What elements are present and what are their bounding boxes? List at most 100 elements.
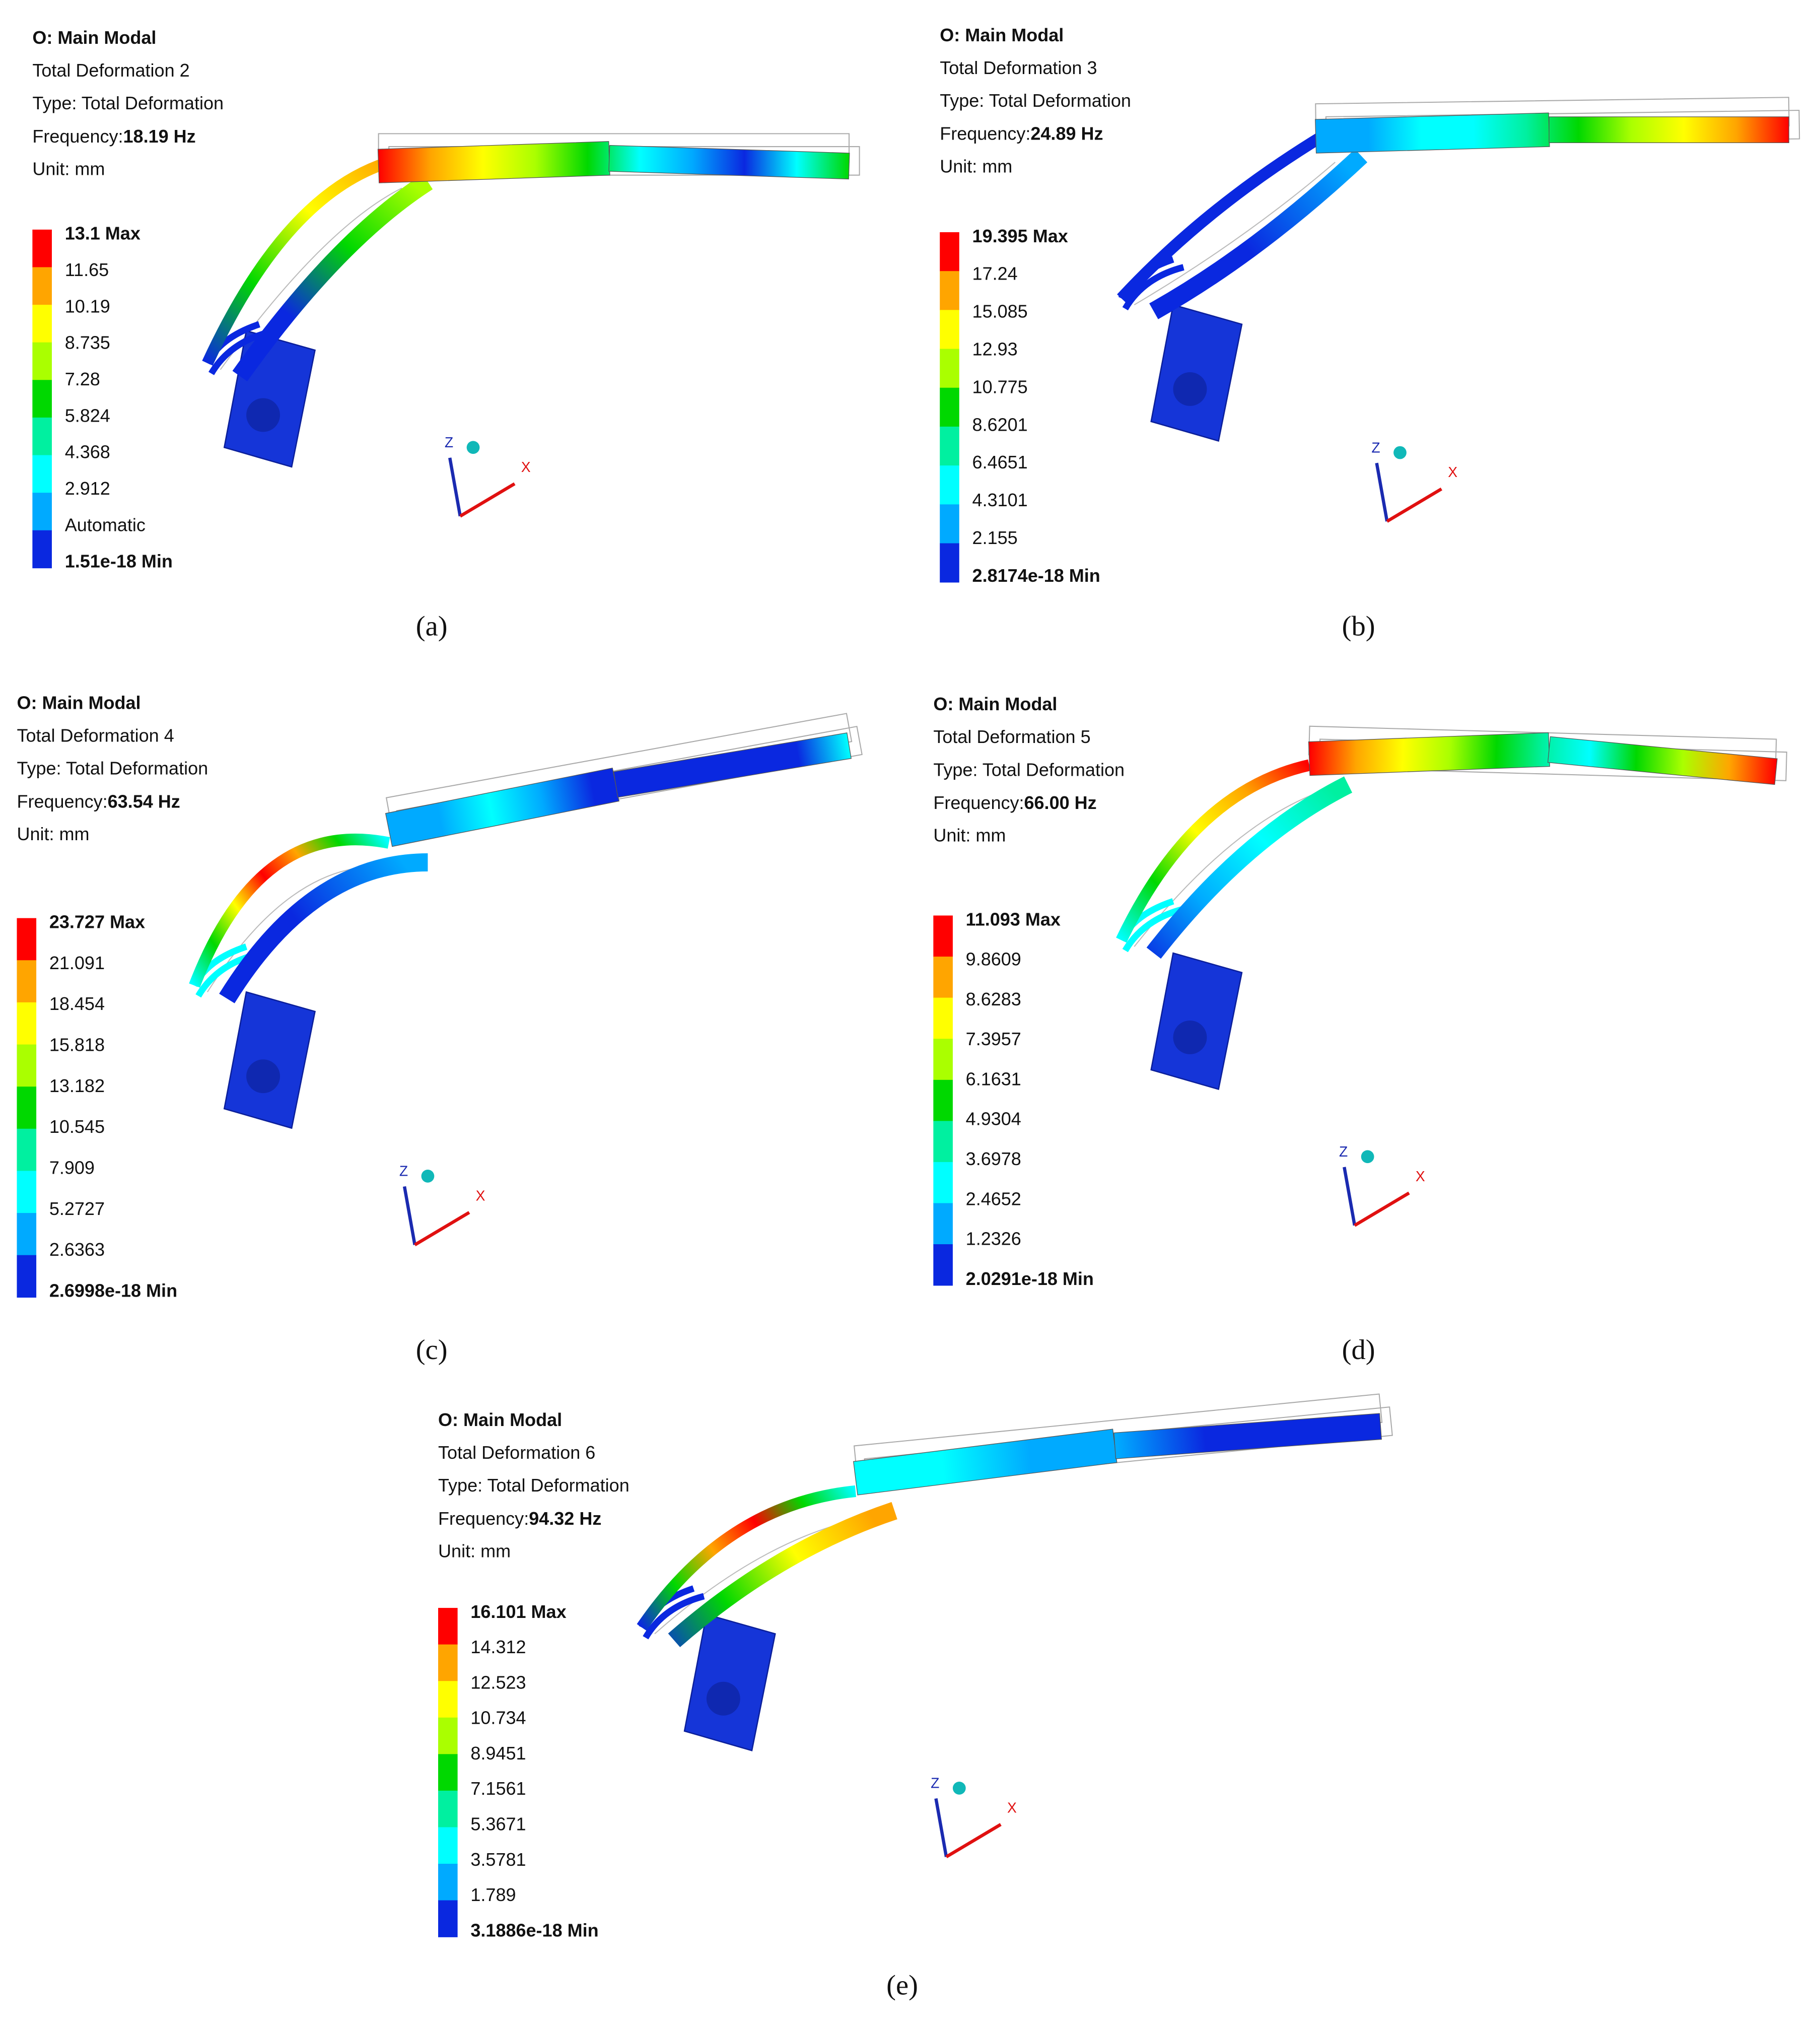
legend-label: 5.2727 xyxy=(49,1198,105,1219)
legend-band xyxy=(940,504,959,544)
arm xyxy=(202,156,391,366)
triad-z-label: Z xyxy=(1339,1143,1348,1160)
legend-band xyxy=(32,530,52,569)
info-line: Total Deformation 6 xyxy=(438,1442,595,1463)
triad-z-label: Z xyxy=(399,1163,408,1179)
panel: O: Main Modal Total Deformation 3 Type: To… xyxy=(940,25,1800,642)
legend-band xyxy=(933,1244,953,1286)
triad-x xyxy=(414,1211,470,1247)
legend-label: 11.093 Max xyxy=(966,909,1061,929)
panel: O: Main Modal Total Deformation 2 Type: To… xyxy=(32,27,860,642)
legend-band xyxy=(32,229,52,268)
legend-label: 11.65 xyxy=(65,259,109,280)
legend-label: 6.1631 xyxy=(966,1068,1021,1089)
legend-band xyxy=(32,493,52,531)
legend-band xyxy=(438,1644,458,1681)
base-hole xyxy=(1173,372,1207,406)
legend-label: Automatic xyxy=(65,514,146,535)
info-line: Total Deformation 4 xyxy=(17,725,174,746)
arm xyxy=(189,833,390,988)
boom-outer xyxy=(608,145,850,180)
legend-band xyxy=(17,960,37,1003)
frequency-label: Frequency: xyxy=(17,791,107,811)
panel: O: Main Modal Total Deformation 5 Type: To… xyxy=(933,694,1787,1366)
info-line: Type: Total Deformation xyxy=(940,90,1131,111)
triad-z xyxy=(402,1186,416,1245)
info-line: Type: Total Deformation xyxy=(32,93,224,113)
legend-band xyxy=(17,1171,37,1213)
arm xyxy=(637,1485,857,1631)
wireframe xyxy=(1134,162,1336,306)
info-line: O: Main Modal xyxy=(17,692,141,713)
legend-label: 1.789 xyxy=(470,1884,516,1905)
unit-line: Unit: mm xyxy=(940,156,1012,176)
frequency-value: 63.54 Hz xyxy=(108,791,180,811)
arm xyxy=(1117,131,1325,303)
legend-band xyxy=(17,1213,37,1256)
boom-inner xyxy=(377,141,610,183)
legend-label: 8.6283 xyxy=(966,989,1021,1009)
triad-x-label: X xyxy=(1416,1168,1425,1184)
frequency-line: Frequency:94.32 Hz xyxy=(438,1508,601,1528)
boom-outer xyxy=(1113,1413,1382,1459)
legend-label: 12.523 xyxy=(470,1672,526,1692)
unit-line: Unit: mm xyxy=(933,825,1006,846)
legend-band xyxy=(438,1681,458,1718)
legend-label: 6.4651 xyxy=(972,452,1028,472)
legend-band xyxy=(933,957,953,998)
legend-band xyxy=(32,267,52,305)
legend-label: 10.19 xyxy=(65,296,110,316)
frequency-line: Frequency:24.89 Hz xyxy=(940,123,1103,144)
legend-band xyxy=(438,1790,458,1828)
legend-label: 1.2326 xyxy=(966,1229,1021,1249)
panel: O: Main Modal Total Deformation 6 Type: To… xyxy=(438,1393,1393,2001)
triad-x xyxy=(1386,487,1443,523)
unit-line: Unit: mm xyxy=(438,1540,511,1561)
base-hole xyxy=(1173,1021,1207,1054)
triad-x xyxy=(1354,1191,1410,1227)
legend-label: 10.545 xyxy=(49,1116,105,1137)
legend-label: 18.454 xyxy=(49,993,105,1014)
legend-label: 2.4652 xyxy=(966,1188,1021,1209)
base-plate xyxy=(223,329,316,468)
legend-label: 4.9304 xyxy=(966,1109,1021,1129)
triad-z-label: Z xyxy=(445,434,453,450)
legend-label: 2.155 xyxy=(972,527,1018,548)
frequency-label: Frequency: xyxy=(32,125,123,146)
legend-band xyxy=(438,1827,458,1864)
legend-label: 15.818 xyxy=(49,1034,105,1055)
legend-band xyxy=(17,1002,37,1045)
legend-label: 2.0291e-18 Min xyxy=(966,1268,1094,1289)
legend-band xyxy=(17,1128,37,1172)
legend-label: 4.3101 xyxy=(972,490,1028,510)
legend-label: 7.909 xyxy=(49,1158,95,1178)
legend-label: 3.1886e-18 Min xyxy=(470,1920,598,1940)
triad-sphere xyxy=(1393,446,1407,459)
legend-band xyxy=(940,426,959,466)
boom-inner xyxy=(853,1429,1117,1496)
legend-label: 21.091 xyxy=(49,953,105,973)
info-line: Total Deformation 2 xyxy=(32,60,189,81)
arm xyxy=(1146,776,1353,959)
frequency-line: Frequency:18.19 Hz xyxy=(32,125,195,146)
frequency-label: Frequency: xyxy=(438,1508,529,1528)
unit-line: Unit: mm xyxy=(32,158,105,179)
unit-line: Unit: mm xyxy=(17,824,89,844)
legend-band xyxy=(32,455,52,493)
info-line: Type: Total Deformation xyxy=(17,758,208,779)
caption: (c) xyxy=(416,1334,448,1366)
info-line: O: Main Modal xyxy=(32,27,156,48)
legend-band xyxy=(32,305,52,343)
legend-band xyxy=(940,310,959,350)
legend-label: 15.085 xyxy=(972,301,1028,322)
base-hole xyxy=(246,1059,280,1094)
legend-band xyxy=(32,380,52,418)
info-line: Total Deformation 3 xyxy=(940,57,1097,78)
legend-label: 12.93 xyxy=(972,339,1018,360)
legend-band xyxy=(933,1203,953,1245)
legend-band xyxy=(940,543,959,583)
legend-band xyxy=(32,417,52,456)
info-line: O: Main Modal xyxy=(438,1409,562,1430)
legend-label: 3.5781 xyxy=(470,1849,526,1870)
